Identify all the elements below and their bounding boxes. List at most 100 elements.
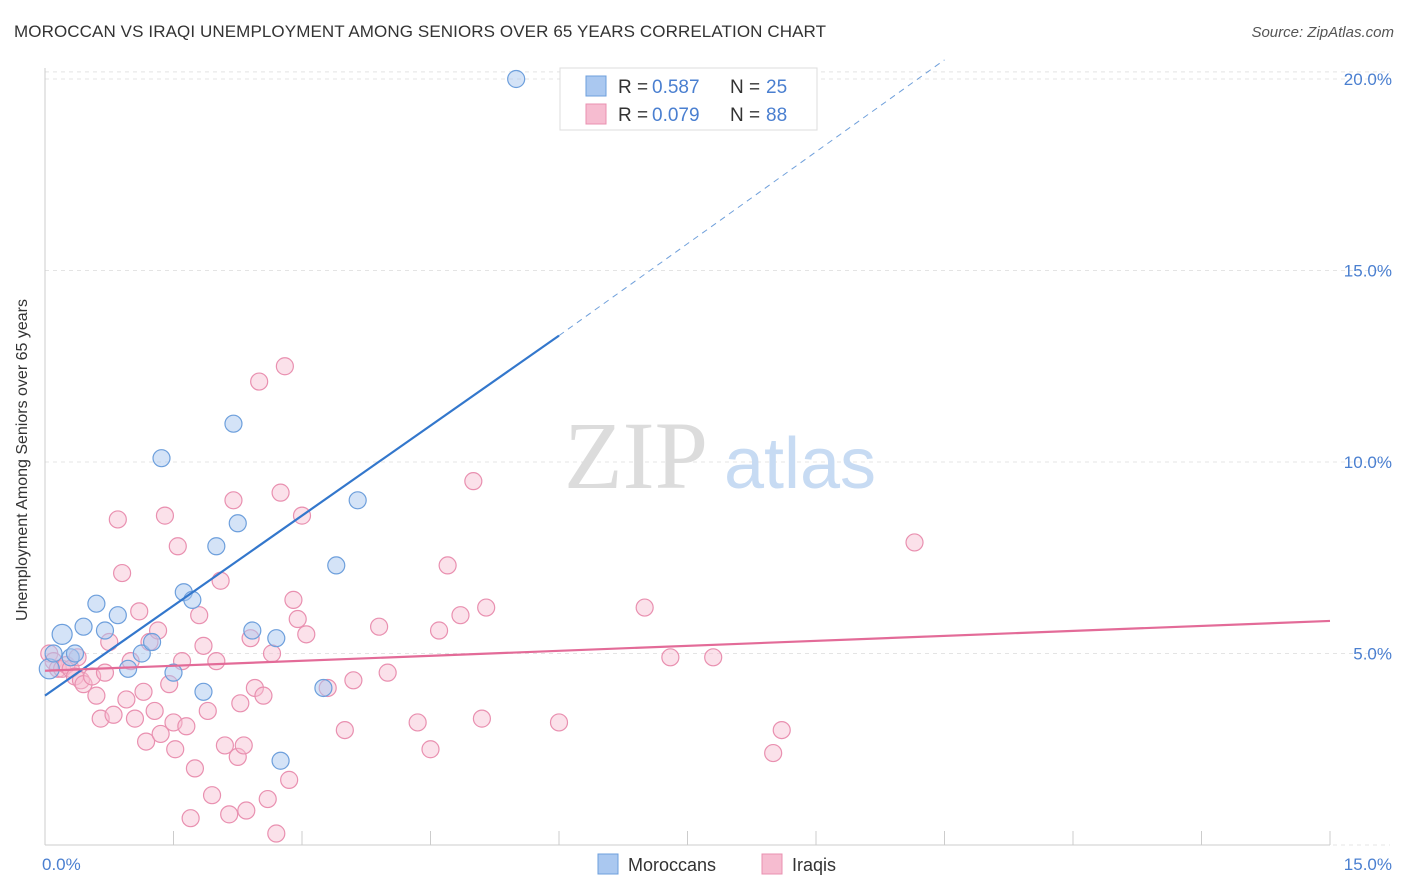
iraqi-point xyxy=(549,713,569,732)
moroccan-point xyxy=(194,682,213,701)
iraqi-point xyxy=(194,636,213,655)
moroccan-point xyxy=(228,514,247,533)
legend-r-label: R = xyxy=(618,105,648,126)
watermark: ZIP atlas xyxy=(564,402,876,509)
iraqi-point xyxy=(145,701,164,721)
iraqi-point xyxy=(472,709,491,728)
iraqi-point xyxy=(104,705,123,724)
iraqi-point xyxy=(198,701,217,721)
moroccan-point xyxy=(44,644,63,663)
legend-box: R = 0.587 N = 25 R = 0.079 N = 88 xyxy=(559,67,818,131)
iraqi-point xyxy=(190,606,209,625)
grid-lines xyxy=(45,71,1390,846)
legend-n-value: 88 xyxy=(766,105,787,126)
x-tick-label: 15.0% xyxy=(1344,855,1392,874)
y-tick-label: 15.0% xyxy=(1344,262,1392,281)
iraqi-point xyxy=(661,648,680,667)
moroccan-point xyxy=(507,69,526,89)
moroccan-point xyxy=(327,556,346,575)
iraqi-point xyxy=(438,556,457,575)
iraqi-point xyxy=(704,648,723,667)
y-tick-label: 10.0% xyxy=(1344,453,1392,472)
iraqi-point xyxy=(117,690,136,709)
iraqi-point xyxy=(112,563,132,583)
legend-n-value: 25 xyxy=(766,77,787,98)
iraqi-point xyxy=(125,709,145,728)
legend-swatch xyxy=(585,75,607,97)
iraqi-point xyxy=(764,743,783,763)
bottom-legend-label-iraqis: Iraqis xyxy=(792,855,836,875)
iraqi-point xyxy=(378,663,397,682)
iraqi-point xyxy=(254,686,273,705)
bottom-legend-swatch-moroccans xyxy=(597,853,619,875)
iraqi-point xyxy=(231,694,250,713)
bottom-legend: Moroccans Iraqis xyxy=(597,853,836,875)
iraqi-point xyxy=(267,824,286,843)
legend-r-label: R = xyxy=(618,77,648,98)
moroccan-points xyxy=(38,69,526,770)
iraqi-point xyxy=(234,736,253,755)
iraqi-point xyxy=(297,625,316,644)
iraqi-point xyxy=(220,805,239,824)
legend-swatch xyxy=(585,103,607,125)
iraqi-point xyxy=(344,671,363,690)
watermark-zip: ZIP xyxy=(564,402,708,509)
moroccan-point xyxy=(108,606,127,625)
legend-r-value: 0.587 xyxy=(652,77,700,98)
iraqi-point xyxy=(250,372,269,391)
iraqi-point xyxy=(464,472,483,491)
moroccan-point xyxy=(142,632,162,652)
iraqi-point xyxy=(224,491,243,510)
iraqi-point xyxy=(262,644,282,663)
iraqi-point xyxy=(211,571,230,590)
iraqi-point xyxy=(408,713,427,732)
moroccan-point xyxy=(183,590,202,609)
moroccan-point xyxy=(224,414,243,433)
iraqi-point xyxy=(155,506,175,525)
moroccan-point xyxy=(314,678,333,698)
moroccan-point xyxy=(87,594,106,613)
moroccan-point xyxy=(164,663,183,682)
iraqi-point xyxy=(905,533,924,552)
iraqi-point xyxy=(202,786,222,805)
iraqi-point xyxy=(177,717,196,736)
moroccan-point xyxy=(243,621,262,640)
iraqi-point xyxy=(215,736,234,755)
tick-labels: 5.0% 10.0% 15.0% 20.0% 0.0% 15.0% xyxy=(42,70,1392,874)
iraqi-point xyxy=(207,652,226,671)
iraqi-point xyxy=(275,357,294,376)
moroccan-trend-line xyxy=(44,334,560,697)
moroccan-point xyxy=(348,491,367,510)
iraqi-point xyxy=(477,598,496,617)
bottom-legend-label-moroccans: Moroccans xyxy=(628,855,716,875)
chart-title: MOROCCAN VS IRAQI UNEMPLOYMENT AMONG SEN… xyxy=(14,22,827,41)
moroccan-point xyxy=(267,629,286,648)
moroccan-point xyxy=(152,449,171,468)
legend-n-label: N = xyxy=(730,105,760,126)
iraqi-point xyxy=(258,789,277,809)
legend-n-label: N = xyxy=(730,77,760,98)
iraqi-point xyxy=(130,602,149,621)
iraqi-point xyxy=(87,686,106,705)
iraqi-point xyxy=(335,720,354,740)
iraqi-point xyxy=(635,598,654,617)
moroccan-trend-extension xyxy=(558,59,945,337)
iraqi-point xyxy=(284,590,303,609)
watermark-atlas: atlas xyxy=(724,424,876,504)
moroccan-point xyxy=(74,617,93,636)
y-tick-label: 5.0% xyxy=(1353,645,1392,664)
moroccan-point xyxy=(65,644,85,663)
iraqi-point xyxy=(228,747,247,767)
iraqi-point xyxy=(370,617,389,636)
iraqi-point xyxy=(451,606,470,625)
x-tick-label: 0.0% xyxy=(42,855,81,874)
bottom-legend-swatch-iraqis xyxy=(761,853,783,875)
moroccan-point xyxy=(207,537,226,556)
iraqi-point xyxy=(166,740,185,759)
moroccan-point xyxy=(132,644,151,663)
iraqi-point xyxy=(151,724,170,744)
iraqi-point xyxy=(95,663,115,682)
iraqi-point xyxy=(280,770,299,789)
iraqi-point xyxy=(237,801,256,820)
